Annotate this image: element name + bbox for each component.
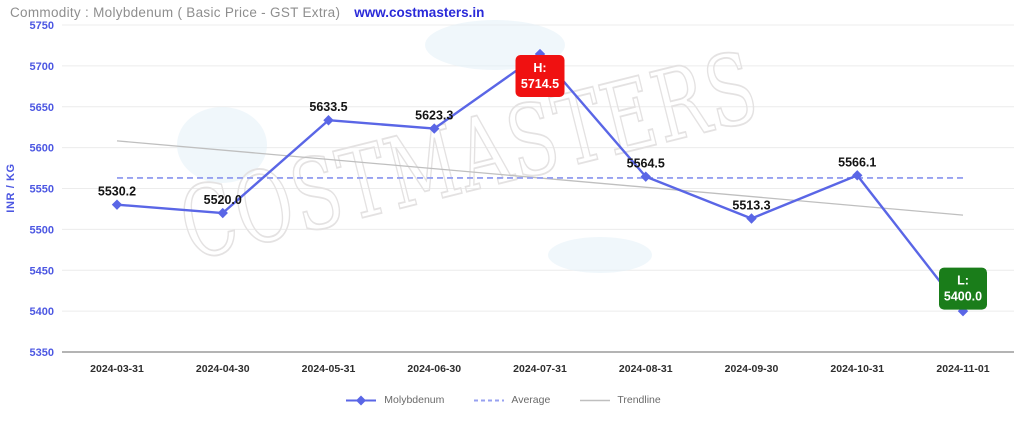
- data-point[interactable]: [217, 207, 228, 219]
- y-axis-tick: 5450: [30, 265, 54, 277]
- y-axis-tick: 5350: [30, 347, 54, 359]
- x-axis-tick: 2024-08-31: [619, 363, 673, 375]
- low-badge-value: 5400.0: [944, 290, 982, 304]
- x-axis-tick: 2024-09-30: [725, 363, 779, 375]
- y-axis-tick: 5600: [30, 143, 54, 155]
- data-point-label: 5513.3: [732, 199, 770, 213]
- x-axis-tick: 2024-04-30: [196, 363, 250, 375]
- chart-header: Commodity : Molybdenum ( Basic Price - G…: [10, 5, 484, 20]
- high-badge-value: 5714.5: [521, 77, 559, 91]
- data-point-label: 5520.0: [204, 193, 242, 207]
- data-point[interactable]: [640, 171, 651, 182]
- legend-item-average[interactable]: Average: [474, 394, 550, 406]
- price-line-chart: 5350 5400 5450 5500 5550 5600 5650 5700 5750 INR …: [5, 20, 1014, 375]
- background-highlight: [177, 107, 267, 183]
- y-axis-tick: 5400: [30, 306, 54, 318]
- x-axis-tick: 2024-11-01: [936, 363, 989, 375]
- data-point-label: 5564.5: [627, 157, 665, 171]
- legend-label: Molybdenum: [384, 394, 445, 406]
- high-badge-prefix: H:: [533, 61, 546, 75]
- y-axis-tick: 5700: [30, 61, 54, 73]
- x-axis-tick: 2024-10-31: [830, 363, 884, 375]
- low-badge-prefix: L:: [957, 274, 969, 288]
- data-point-label: 5623.3: [415, 109, 453, 123]
- watermark: COSTMASTERS: [169, 30, 769, 283]
- y-axis-tick: 5500: [30, 224, 54, 236]
- y-axis-tick: 5750: [30, 20, 54, 32]
- data-point[interactable]: [323, 115, 334, 126]
- x-axis-tick: 2024-06-30: [407, 363, 461, 375]
- legend-item-trendline[interactable]: Trendline: [580, 394, 661, 406]
- chart-legend: Molybdenum Average Trendline: [0, 394, 1006, 406]
- x-axis-tick: 2024-07-31: [513, 363, 567, 375]
- x-axis-tick: 2024-05-31: [302, 363, 356, 375]
- molybdenum-series-icon: [346, 395, 377, 405]
- y-axis-label: INR / KG: [5, 163, 17, 212]
- y-axis-tick: 5650: [30, 102, 54, 114]
- data-point-label: 5566.1: [838, 155, 876, 169]
- data-point-label: 5530.2: [98, 185, 136, 199]
- low-badge: [939, 267, 987, 310]
- data-point[interactable]: [746, 213, 757, 224]
- background-highlight: [548, 237, 652, 273]
- data-point[interactable]: [852, 170, 863, 181]
- average-line-icon: [474, 399, 505, 401]
- website-link[interactable]: www.costmasters.in: [354, 5, 485, 20]
- trendline-icon: [580, 399, 611, 401]
- data-point-label: 5633.5: [309, 100, 347, 114]
- data-point[interactable]: [429, 123, 440, 134]
- y-axis-tick: 5550: [30, 184, 54, 196]
- legend-label: Trendline: [617, 394, 661, 406]
- high-badge: [515, 55, 565, 98]
- data-point[interactable]: [111, 199, 123, 210]
- legend-label: Average: [511, 394, 551, 406]
- page-title: Commodity : Molybdenum ( Basic Price - G…: [10, 5, 341, 20]
- legend-item-molybdenum[interactable]: Molybdenum: [345, 394, 444, 406]
- x-axis-tick: 2024-03-31: [90, 363, 144, 375]
